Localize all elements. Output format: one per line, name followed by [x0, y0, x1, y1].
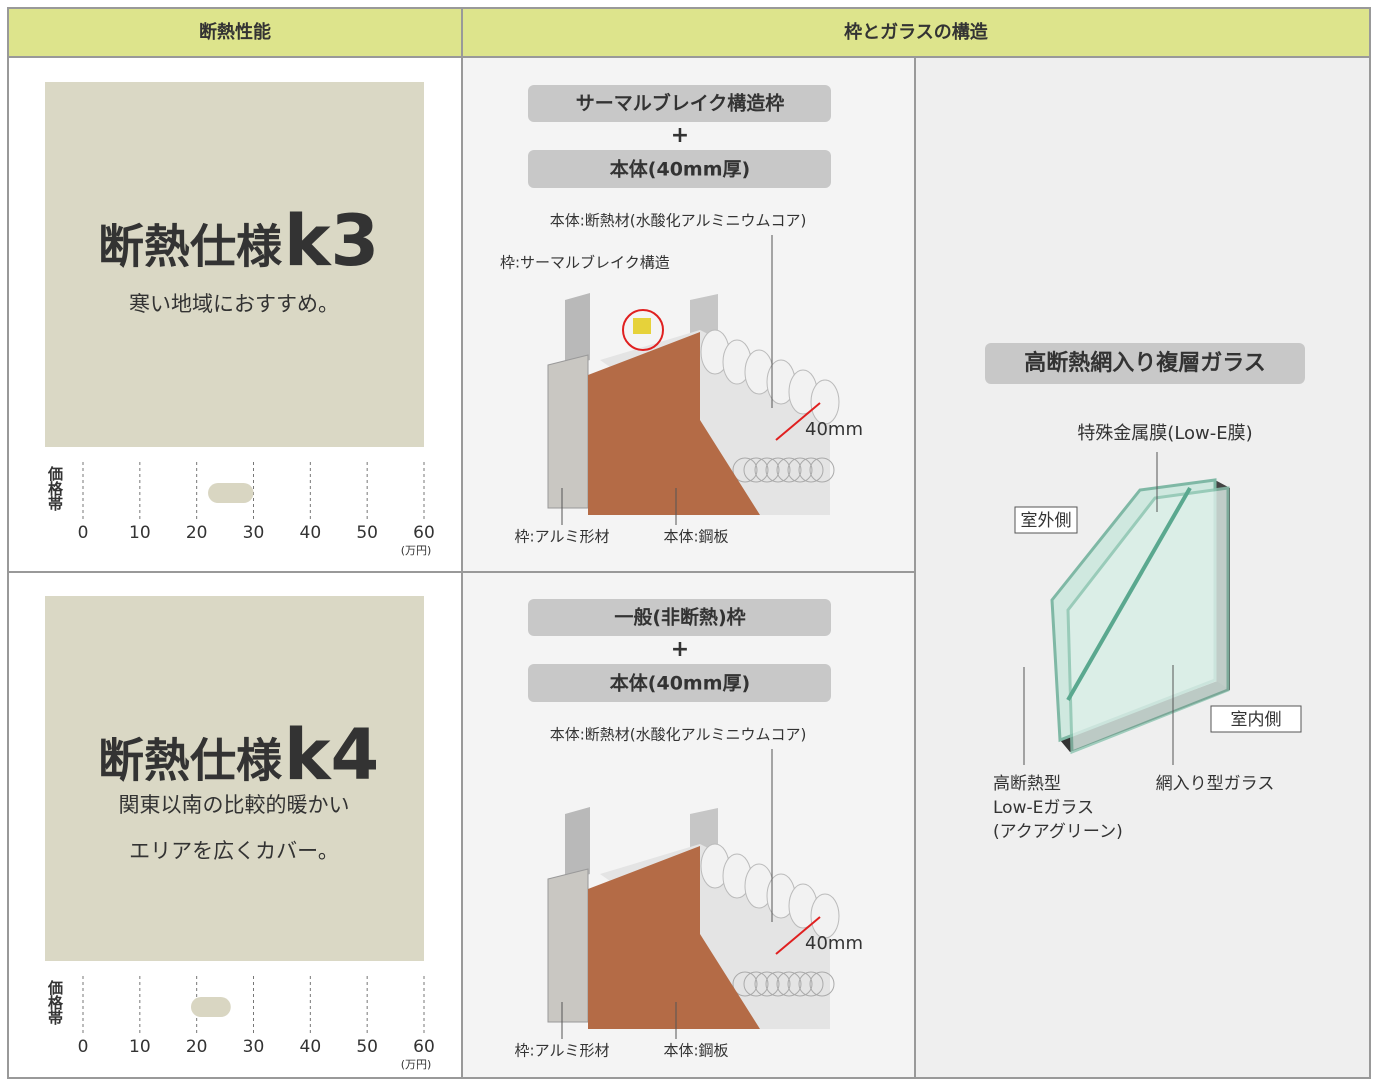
- plus: +: [671, 123, 689, 148]
- steel-panel: [588, 846, 760, 1029]
- spec-grade: k4: [284, 714, 379, 796]
- price-tick: 0: [78, 1037, 89, 1057]
- thickness-arrow: [775, 402, 821, 441]
- tube: [743, 971, 769, 997]
- low-e-line: [1066, 487, 1192, 701]
- price-tick: 60: [413, 1037, 435, 1057]
- cylinder: [810, 893, 840, 939]
- spec-description: 寒い地域におすすめ。: [129, 292, 339, 316]
- price-tick: 40: [300, 1037, 322, 1057]
- callout: 本体:断熱材(水酸化アルミニウムコア): [550, 726, 807, 744]
- thermal-highlight: [622, 309, 664, 351]
- body-pill: [528, 150, 831, 188]
- price-tick: 10: [129, 1037, 151, 1057]
- door-illustration: [547, 235, 840, 525]
- spec-name: 断熱仕様: [98, 734, 283, 788]
- frame-pill: [528, 85, 831, 122]
- glass-inner: [1066, 486, 1230, 755]
- header-text: 断熱性能: [199, 21, 271, 43]
- spec-name: 断熱仕様: [98, 220, 283, 274]
- price-band: [190, 997, 231, 1017]
- body-label: 本体(40mm厚): [610, 672, 750, 695]
- frame-label: 一般(非断熱)枠: [614, 606, 745, 629]
- tube: [798, 457, 824, 483]
- glass-label: 室外側: [1021, 511, 1072, 531]
- header-row: [8, 8, 1370, 57]
- steel-panel: [588, 332, 760, 515]
- tube: [743, 457, 769, 483]
- glass-label: Low-Eガラス: [993, 798, 1094, 818]
- glass-label: 特殊金属膜(Low-E膜): [1077, 423, 1252, 444]
- glass-label: 高断熱型: [993, 774, 1061, 794]
- frame-back: [565, 807, 590, 882]
- price-tick: 50: [356, 523, 378, 543]
- thickness-label: 40mm: [805, 933, 863, 954]
- door-illustration: [547, 749, 840, 1039]
- price-tick: 20: [186, 1037, 208, 1057]
- tube: [732, 971, 758, 997]
- callout: 枠:アルミ形材: [515, 1042, 610, 1060]
- price-tick: 30: [243, 523, 265, 543]
- callout: 枠:アルミ形材: [515, 528, 610, 546]
- glass-label: (アクアグリーン): [993, 822, 1123, 842]
- cylinder: [810, 379, 840, 425]
- tube: [809, 457, 835, 483]
- price-label: 価格帯: [46, 465, 64, 512]
- body-pill: [528, 664, 831, 702]
- callout: 本体:断熱材(水酸化アルミニウムコア): [550, 212, 807, 230]
- spec-description: 関東以南の比較的暖かい: [119, 793, 350, 817]
- thermal-break: [633, 318, 651, 334]
- table-lines: [7, 7, 1371, 1079]
- outside-box: [1014, 506, 1078, 534]
- spec-box: [45, 596, 424, 961]
- tube: [754, 457, 780, 483]
- tube: [732, 457, 758, 483]
- tube: [787, 457, 813, 483]
- glass-label: 網入り型ガラス: [1156, 774, 1275, 794]
- glass-label: 室内側: [1231, 710, 1282, 730]
- tube: [776, 457, 802, 483]
- price-tick: 50: [356, 1037, 378, 1057]
- thickness-arrow: [775, 916, 821, 955]
- glass-pill: [985, 343, 1305, 384]
- tube: [776, 971, 802, 997]
- price-unit: (万円): [401, 1058, 432, 1071]
- price-band: [208, 483, 254, 503]
- frame-label: サーマルブレイク構造枠: [576, 92, 785, 115]
- spec-box: [45, 82, 424, 447]
- tube: [809, 971, 835, 997]
- price-tick: 60: [413, 523, 435, 543]
- header-text: 枠とガラスの構造: [844, 21, 988, 43]
- price-tick: 30: [243, 1037, 265, 1057]
- thickness-label: 40mm: [805, 419, 863, 440]
- price-unit: (万円): [401, 544, 432, 557]
- frame-back: [565, 293, 590, 368]
- tube: [798, 971, 824, 997]
- plus: +: [671, 637, 689, 662]
- callout: 本体:鋼板: [663, 1042, 728, 1060]
- tube: [754, 971, 780, 997]
- frame-post: [547, 868, 589, 1023]
- price-tick: 40: [300, 523, 322, 543]
- spec-grade: k3: [284, 200, 379, 282]
- frame-pill: [528, 599, 831, 636]
- tube: [787, 971, 813, 997]
- price-label: 価格帯: [46, 979, 64, 1026]
- price-tick: 10: [129, 523, 151, 543]
- frame-post: [547, 354, 589, 509]
- body-label: 本体(40mm厚): [610, 158, 750, 181]
- callout: 枠:サーマルブレイク構造: [500, 254, 670, 272]
- callout: 本体:鋼板: [663, 528, 728, 546]
- spec-description: エリアを広くカバー。: [129, 839, 339, 863]
- glass-title: 高断熱網入り複層ガラス: [1024, 350, 1266, 376]
- price-tick: 0: [78, 523, 89, 543]
- tube: [765, 971, 791, 997]
- inside-box: [1210, 705, 1302, 733]
- price-tick: 20: [186, 523, 208, 543]
- tube: [765, 457, 791, 483]
